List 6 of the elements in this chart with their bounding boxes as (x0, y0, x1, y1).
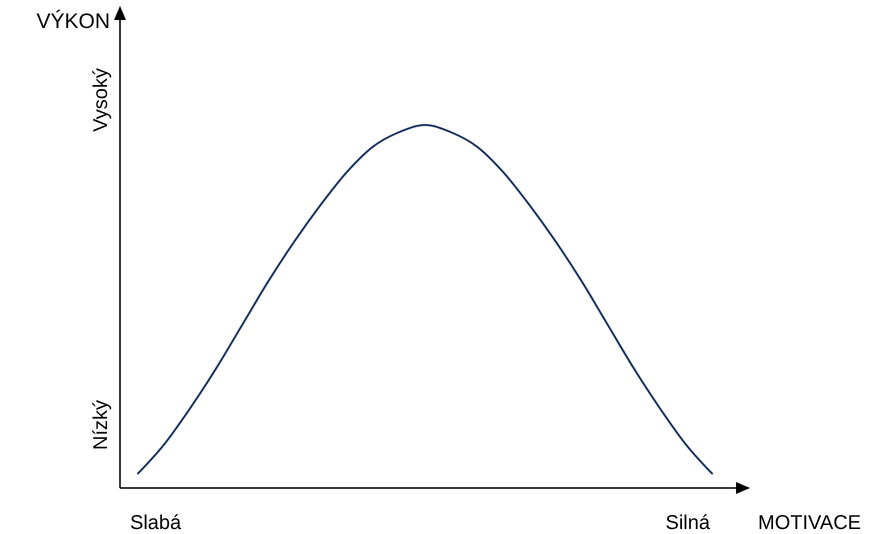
x-axis-title: MOTIVACE (758, 512, 861, 534)
text: Silná (666, 512, 711, 534)
text: Slabá (130, 512, 182, 534)
text: Nízký (90, 400, 112, 450)
text: Vysoký (90, 68, 112, 132)
y-axis-title: VÝKON (36, 9, 110, 33)
